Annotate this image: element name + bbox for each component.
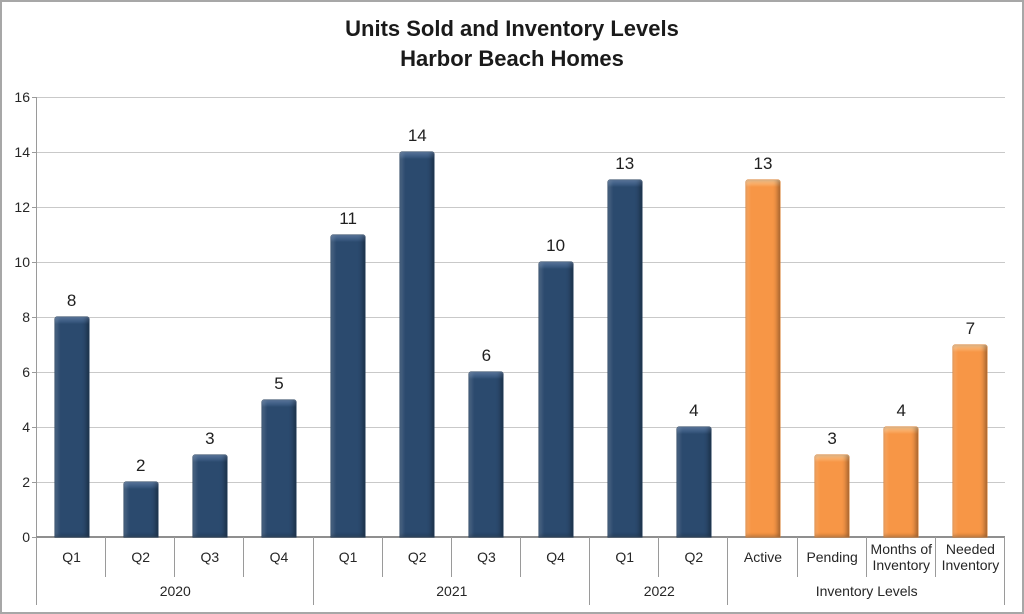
category-tick (174, 537, 176, 577)
bar-value-label: 13 (753, 153, 773, 173)
group-label: 2021 (436, 583, 468, 599)
chart-title-block: Units Sold and Inventory Levels Harbor B… (0, 14, 1024, 74)
gridline (37, 261, 1005, 263)
gridline (37, 371, 1005, 373)
gridline (37, 481, 1005, 483)
chart-title: Units Sold and Inventory Levels (345, 16, 679, 41)
y-axis-tick (32, 206, 37, 208)
category-label: Q1 (338, 549, 358, 565)
group-boundary-tick (589, 537, 591, 605)
category-label: Q1 (615, 549, 635, 565)
category-tick (243, 537, 245, 577)
bar-months-of-inventory-inventory-levels (884, 427, 919, 537)
category-label: Q4 (546, 549, 565, 565)
category-tick (520, 537, 521, 577)
bar-q1-2021 (331, 234, 366, 537)
group-boundary-tick (727, 537, 729, 605)
y-axis-tick (32, 151, 37, 153)
y-axis-tick-label: 14 (14, 144, 30, 160)
group-boundary-tick (312, 537, 314, 605)
category-tick (450, 537, 452, 577)
bar-value-label: 8 (66, 291, 77, 310)
bar-value-label: 14 (407, 126, 427, 145)
category-label: Q1 (62, 549, 81, 565)
y-axis-tick-label: 10 (14, 254, 30, 270)
y-axis-tick (32, 481, 37, 483)
y-axis-tick-label: 6 (22, 364, 30, 380)
y-axis-tick-label: 4 (22, 419, 30, 435)
bar-q3-2021 (469, 372, 504, 537)
category-tick (796, 537, 798, 577)
group-boundary-tick (36, 537, 37, 605)
y-axis-tick-label: 16 (14, 89, 30, 105)
y-axis-tick-label: 8 (22, 309, 30, 325)
y-axis-tick-label: 2 (22, 474, 30, 490)
y-axis-tick (32, 261, 37, 263)
category-label: Q4 (269, 549, 289, 565)
y-axis-tick (32, 316, 37, 318)
gridline (37, 316, 1005, 318)
bar-value-label: 3 (827, 428, 837, 448)
bar-active-inventory-levels (746, 179, 780, 537)
group-label: 2022 (643, 583, 675, 599)
bar-q1-2022 (607, 179, 642, 537)
bar-pending-inventory-levels (815, 454, 850, 537)
bar-q2-2020 (123, 482, 158, 537)
bar-value-label: 7 (965, 318, 976, 338)
y-axis-tick (32, 371, 37, 373)
bar-q2-2022 (676, 427, 711, 537)
category-tick (865, 537, 867, 577)
bar-q3-2020 (192, 454, 227, 537)
gridline (37, 426, 1005, 428)
y-axis-line (36, 97, 37, 537)
group-label: 2020 (159, 583, 191, 599)
bar-value-label: 4 (896, 401, 906, 420)
bar-q4-2020 (262, 399, 296, 537)
category-tick (658, 537, 660, 577)
bar-q4-2021 (538, 262, 573, 537)
y-axis-tick-label: 12 (14, 199, 30, 215)
category-label: Q3 (477, 549, 496, 565)
bar-value-label: 6 (481, 346, 492, 365)
category-label: Q3 (200, 549, 220, 565)
y-axis-tick-label: 0 (22, 529, 30, 545)
bar-q1-2020 (54, 317, 89, 537)
category-label: Needed Inventory (941, 541, 1000, 573)
x-axis-line (36, 536, 1005, 538)
category-label: Q2 (684, 549, 704, 565)
category-label: Q2 (407, 549, 427, 565)
gridline (37, 96, 1005, 98)
category-label: Pending (806, 549, 858, 565)
bar-value-label: 3 (205, 428, 215, 448)
category-tick (105, 537, 107, 577)
chart-subtitle: Harbor Beach Homes (400, 46, 624, 71)
gridline (37, 206, 1005, 208)
bar-value-label: 10 (546, 236, 566, 255)
bar-value-label: 13 (615, 153, 635, 173)
category-label: Q2 (131, 549, 151, 565)
bar-q2-2021 (400, 152, 435, 537)
category-tick (934, 537, 936, 577)
y-axis-tick (32, 536, 37, 538)
y-axis-tick (32, 426, 37, 428)
category-label: Active (743, 549, 783, 565)
category-tick (381, 537, 383, 577)
group-label: Inventory Levels (815, 583, 918, 599)
bar-value-label: 4 (689, 401, 699, 420)
bar-value-label: 11 (339, 208, 357, 228)
bar-value-label: 2 (135, 456, 146, 475)
group-boundary-tick (1004, 537, 1005, 605)
category-label: Months of Inventory (870, 541, 933, 573)
bar-value-label: 5 (274, 373, 284, 393)
y-axis-tick (32, 96, 37, 98)
gridline (37, 151, 1005, 153)
bar-needed-inventory-inventory-levels (953, 344, 988, 537)
